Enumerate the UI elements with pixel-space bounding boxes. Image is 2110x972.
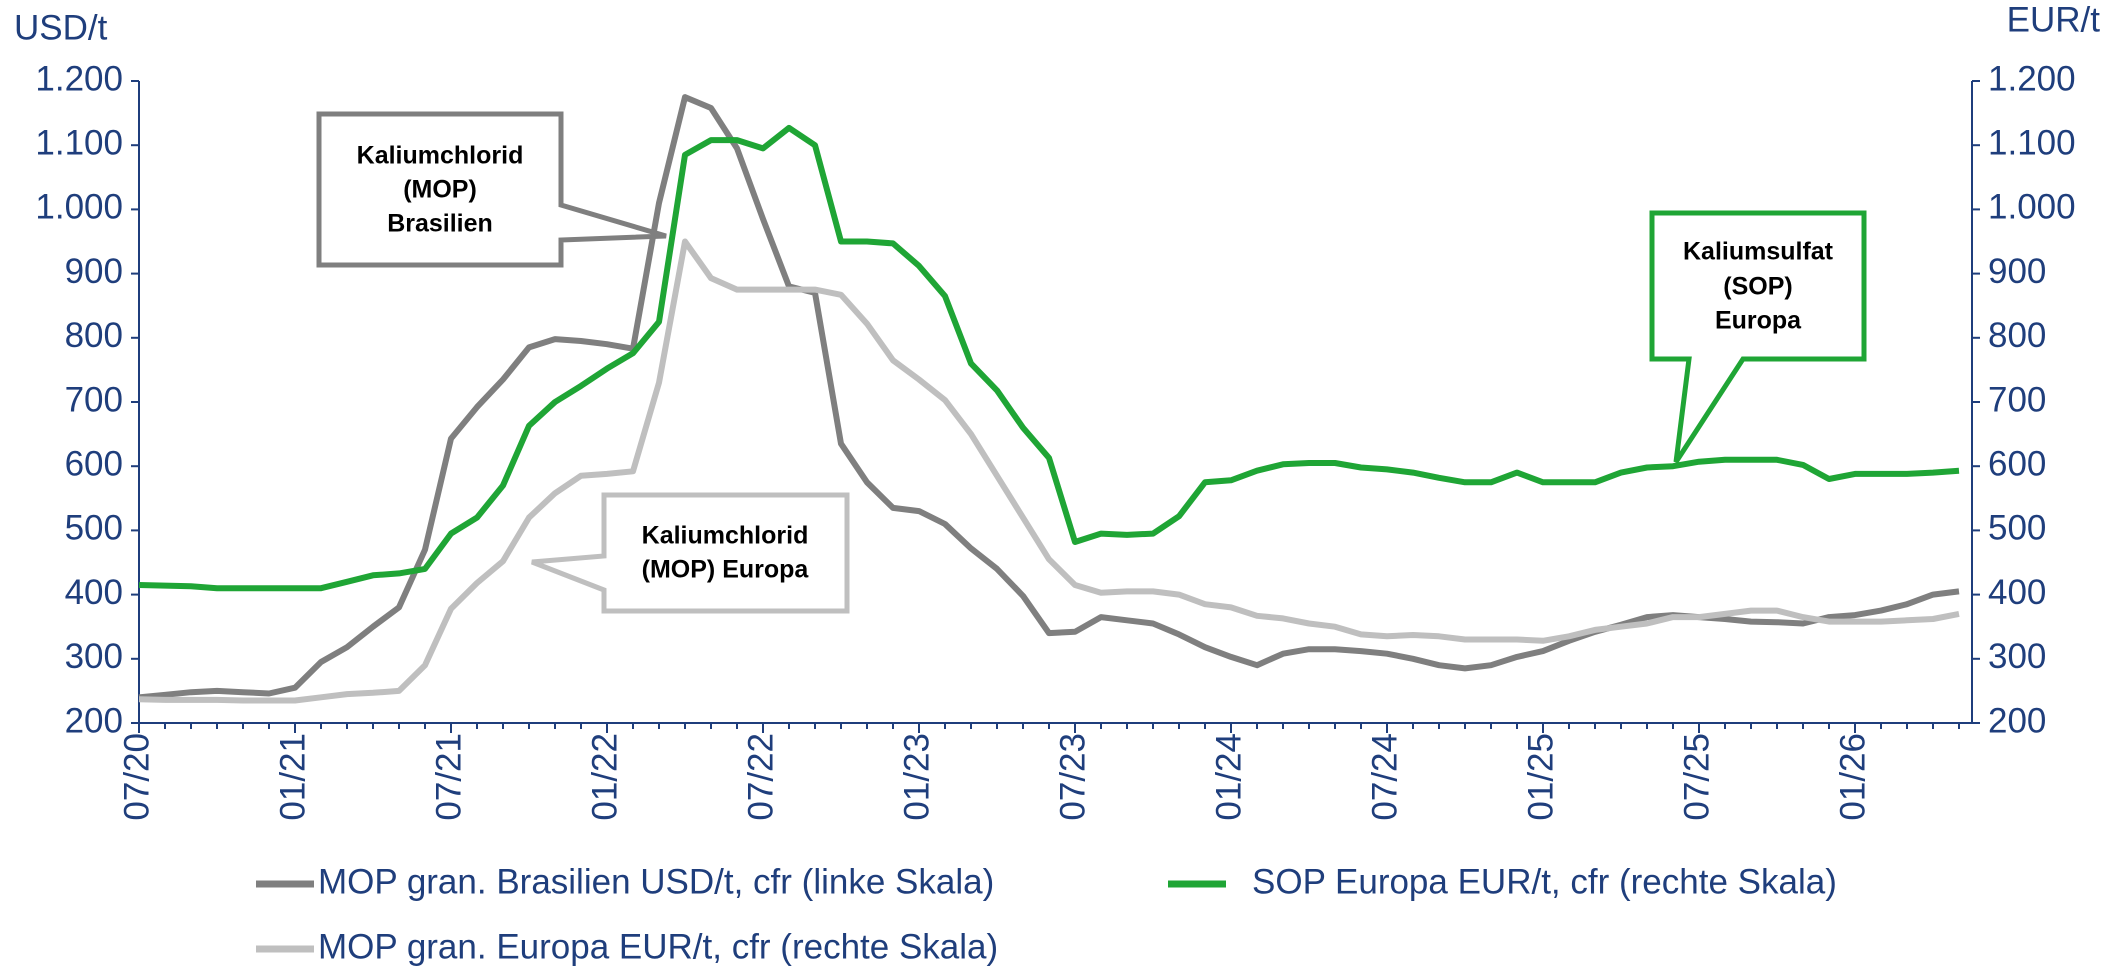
y2-tick-label: 900 xyxy=(1988,252,2046,291)
x-tick-label: 07/22 xyxy=(741,733,780,821)
y-tick-label: 500 xyxy=(65,509,123,548)
callout-box xyxy=(531,492,850,614)
y-tick-label: 300 xyxy=(65,637,123,676)
x-tick-label: 01/26 xyxy=(1833,733,1872,821)
x-tick-label: 01/25 xyxy=(1521,733,1560,821)
legend-label: MOP gran. Brasilien USD/t, cfr (linke Sk… xyxy=(318,862,994,901)
x-tick-label: 01/22 xyxy=(585,733,624,821)
y2-tick-label: 800 xyxy=(1988,316,2046,355)
y-tick-label: 600 xyxy=(65,444,123,483)
legend-label: SOP Europa EUR/t, cfr (rechte Skala) xyxy=(1252,862,1837,901)
y-tick-label: 1.200 xyxy=(35,59,123,98)
y2-tick-label: 300 xyxy=(1988,637,2046,676)
x-tick-label: 07/25 xyxy=(1677,733,1716,821)
callout-text: Kaliumchlorid xyxy=(642,522,809,550)
callout-text: Kaliumsulfat xyxy=(1683,238,1834,266)
y-axis-unit: USD/t xyxy=(14,8,108,47)
y-tick-label: 200 xyxy=(65,701,123,740)
series-line xyxy=(138,238,1960,704)
callout-text: Kaliumchlorid xyxy=(357,142,524,170)
legend-label: MOP gran. Europa EUR/t, cfr (rechte Skal… xyxy=(318,927,998,966)
series-line xyxy=(138,124,1960,592)
y2-tick-label: 400 xyxy=(1988,573,2046,612)
callout-text: (SOP) xyxy=(1723,273,1792,301)
x-tick-label: 07/24 xyxy=(1365,733,1404,821)
y2-tick-label: 200 xyxy=(1988,701,2046,740)
y2-tick-label: 1.000 xyxy=(1988,188,2076,227)
x-tick-label: 07/21 xyxy=(429,733,468,821)
callout-text: Europa xyxy=(1715,307,1802,335)
callout-text: (MOP) Europa xyxy=(642,556,810,584)
x-tick-label: 07/23 xyxy=(1053,733,1092,821)
y2-axis-unit: EUR/t xyxy=(2007,0,2101,39)
x-tick-label: 01/24 xyxy=(1209,733,1248,821)
y-tick-label: 1.000 xyxy=(35,188,123,227)
series-line xyxy=(138,94,1960,701)
callout-text: (MOP) xyxy=(403,176,477,204)
y2-tick-label: 600 xyxy=(1988,444,2046,483)
y-tick-label: 900 xyxy=(65,252,123,291)
callout-box xyxy=(1649,210,1867,464)
y2-tick-label: 1.200 xyxy=(1988,59,2076,98)
y-tick-label: 1.100 xyxy=(35,123,123,162)
y2-tick-label: 700 xyxy=(1988,380,2046,419)
y-tick-label: 700 xyxy=(65,380,123,419)
y2-tick-label: 1.100 xyxy=(1988,123,2076,162)
y2-tick-label: 500 xyxy=(1988,509,2046,548)
x-tick-label: 01/21 xyxy=(273,733,312,821)
callout-text: Brasilien xyxy=(387,210,493,238)
y-tick-label: 400 xyxy=(65,573,123,612)
callout-box xyxy=(316,111,667,268)
y-tick-label: 800 xyxy=(65,316,123,355)
x-tick-label: 01/23 xyxy=(897,733,936,821)
x-tick-label: 07/20 xyxy=(117,733,156,821)
